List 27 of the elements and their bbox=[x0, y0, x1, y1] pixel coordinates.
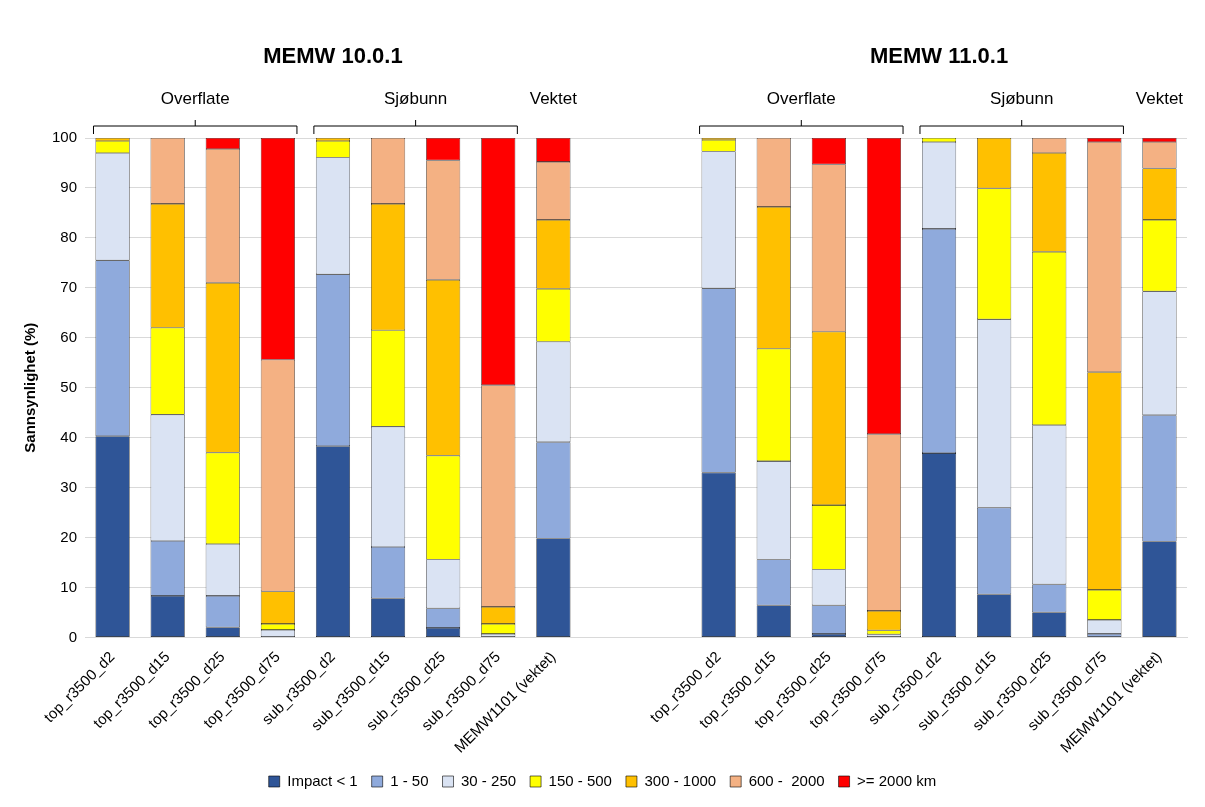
legend-label: 300 - 1000 bbox=[644, 771, 717, 789]
y-tick-label: 40 bbox=[60, 427, 78, 445]
y-tick-label: 70 bbox=[60, 277, 78, 295]
legend-label: 1 - 50 bbox=[390, 771, 429, 789]
text: Overflate bbox=[766, 89, 836, 108]
legend-label: 600 - 2000 bbox=[748, 771, 825, 789]
y-tick-label: 60 bbox=[60, 327, 78, 345]
text: Sjøbunn bbox=[990, 89, 1054, 108]
legend-label: Impact < 1 bbox=[287, 771, 358, 789]
text: Vektet bbox=[1135, 89, 1184, 108]
y-tick-label: 100 bbox=[52, 128, 78, 146]
legend-label: 30 - 250 bbox=[461, 771, 517, 789]
text: MEMW 10.0.1 bbox=[263, 43, 403, 68]
legend-label: >= 2000 km bbox=[857, 771, 937, 789]
y-tick-label: 50 bbox=[60, 377, 78, 395]
text: Vektet bbox=[529, 89, 578, 108]
text: MEMW 11.0.1 bbox=[869, 43, 1009, 68]
y-tick-label: 20 bbox=[60, 527, 78, 545]
text: Sjøbunn bbox=[383, 89, 448, 108]
legend-label: 150 - 500 bbox=[548, 771, 612, 789]
y-tick-label: 80 bbox=[60, 228, 78, 246]
y-axis-title: Sannsynlighet (%) bbox=[21, 322, 39, 453]
y-tick-label: 90 bbox=[60, 178, 78, 196]
text: Overflate bbox=[160, 89, 230, 108]
y-tick-label: 30 bbox=[60, 477, 78, 495]
y-tick-label: 0 bbox=[68, 627, 78, 645]
y-tick-label: 10 bbox=[60, 577, 78, 595]
